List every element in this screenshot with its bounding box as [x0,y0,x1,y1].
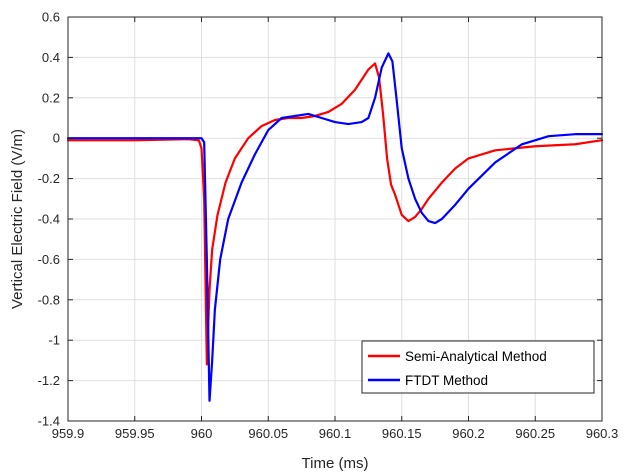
x-tick-label: 960.1 [319,426,352,441]
y-tick-label: 0 [53,131,60,146]
y-tick-label: 0.6 [42,10,60,25]
tick-labels: 959.9 959.95 960 960.05 960.1 960.15 960.2 960.… [38,10,619,442]
y-tick-label: -0.4 [38,212,60,227]
x-axis-label: Time (ms) [302,455,369,472]
y-tick-label: -0.2 [38,171,60,186]
y-tick-label: -0.6 [38,252,60,267]
legend-label-ftdt: FTDT Method [405,373,488,388]
y-tick-label: -1.2 [38,373,60,388]
x-tick-label: 960.25 [515,426,555,441]
series-layer [66,52,604,402]
y-tick-label: -0.8 [38,292,60,307]
y-tick-label: -1 [48,333,60,348]
x-tick-label: 960.3 [586,426,619,441]
x-tick-label: 960.2 [452,426,485,441]
legend-box [361,340,595,394]
x-tick-label: 959.9 [52,426,85,441]
x-tick-label: 960.05 [248,426,288,441]
y-tick-label: 0.2 [42,90,60,105]
x-tick-label: 960 [191,426,213,441]
y-axis-label: Vertical Electric Field (V/m) [9,129,26,309]
y-tick-label: 0.4 [42,50,60,65]
legend: Semi-Analytical Method FTDT Method [361,340,595,394]
series-line-ftdt [66,52,604,402]
x-tick-label: 960.15 [382,426,422,441]
grid [67,16,603,422]
legend-label-semi-analytical: Semi-Analytical Method [405,349,547,364]
x-tick-label: 959.95 [115,426,155,441]
y-tick-label: -1.4 [38,414,60,429]
ticks [67,16,603,422]
